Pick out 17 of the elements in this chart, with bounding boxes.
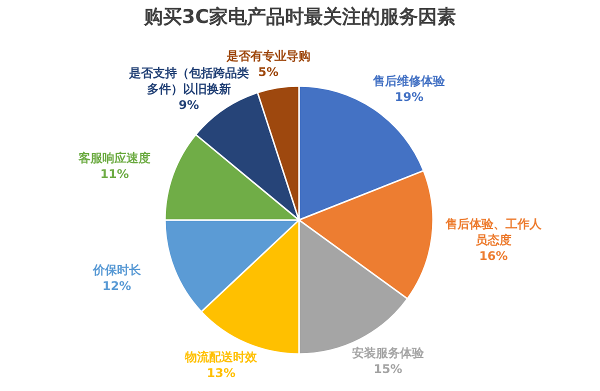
slice-label: 售后体验、工作人员态度 <box>444 216 542 248</box>
data-label: 16% <box>478 248 509 264</box>
data-label: 5% <box>258 64 279 79</box>
slice-label: 安装服务体验 <box>352 344 424 361</box>
slice-label: 价保时长 <box>92 262 141 278</box>
data-label: 9% <box>178 97 200 114</box>
slice-label: 是否有专业导购 <box>226 48 310 64</box>
slice-label: 是否支持（包括跨品类多件）以旧换新 <box>128 65 249 98</box>
slice-label: 客服响应速度 <box>78 150 151 166</box>
slice-label: 物流配送时效 <box>185 349 258 365</box>
data-label: 13% <box>206 365 237 381</box>
data-label: 12% <box>101 278 132 294</box>
data-label: 19% <box>394 89 425 106</box>
data-label: 15% <box>372 360 404 377</box>
data-label: 11% <box>99 166 130 182</box>
chart-title: 购买3C家电产品时最关注的服务因素 <box>142 5 458 30</box>
slice-label: 售后维修体验 <box>373 73 446 90</box>
